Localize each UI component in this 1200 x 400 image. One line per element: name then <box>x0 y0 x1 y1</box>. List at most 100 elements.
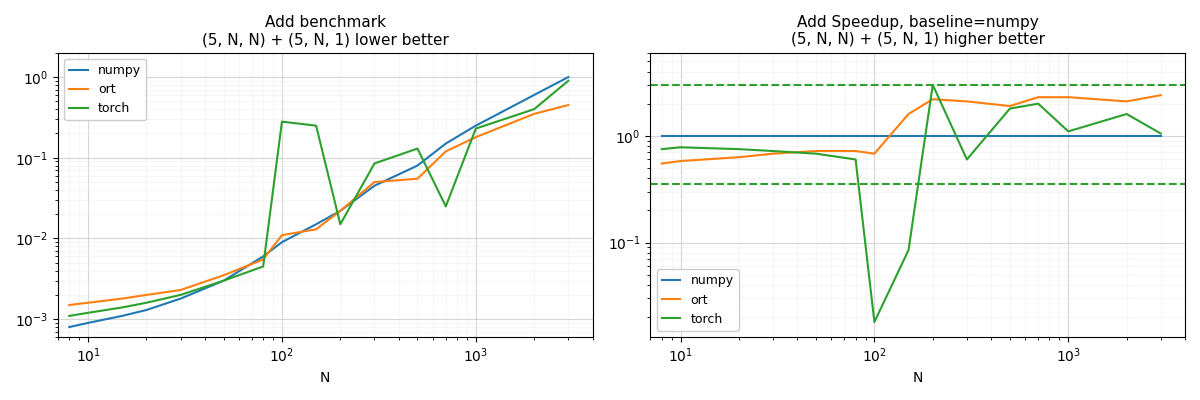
Title: Add Speedup, baseline=numpy
(5, N, N) + (5, N, 1) higher better: Add Speedup, baseline=numpy (5, N, N) + … <box>791 15 1045 47</box>
ort <box>562 103 576 108</box>
ort <box>256 257 270 262</box>
torch <box>960 157 974 162</box>
X-axis label: N: N <box>912 371 923 385</box>
torch <box>562 78 576 83</box>
numpy <box>256 254 270 259</box>
numpy <box>960 133 974 138</box>
torch <box>732 147 746 152</box>
numpy <box>62 325 77 330</box>
numpy <box>901 133 916 138</box>
numpy <box>410 163 425 168</box>
ort <box>766 151 780 156</box>
numpy <box>848 133 863 138</box>
torch <box>654 147 668 152</box>
torch <box>673 145 688 150</box>
torch <box>1031 101 1045 106</box>
numpy <box>527 92 541 97</box>
numpy <box>562 75 576 80</box>
torch <box>367 161 382 166</box>
ort <box>1003 104 1018 108</box>
torch <box>216 278 230 283</box>
torch <box>469 126 484 131</box>
ort <box>527 112 541 116</box>
numpy <box>216 278 230 283</box>
ort <box>115 296 130 301</box>
numpy <box>673 133 688 138</box>
torch <box>925 82 940 87</box>
X-axis label: N: N <box>320 371 330 385</box>
Legend: numpy, ort, torch: numpy, ort, torch <box>656 269 738 331</box>
ort <box>732 155 746 160</box>
Line: numpy: numpy <box>70 77 569 327</box>
ort <box>334 208 348 213</box>
ort <box>809 149 823 154</box>
ort <box>868 151 882 156</box>
torch <box>1120 112 1134 116</box>
Line: ort: ort <box>661 95 1160 164</box>
numpy <box>809 133 823 138</box>
ort <box>469 135 484 140</box>
torch <box>173 292 187 297</box>
ort <box>438 149 452 154</box>
numpy <box>766 133 780 138</box>
ort <box>960 99 974 104</box>
numpy <box>1120 133 1134 138</box>
ort <box>1120 99 1134 104</box>
ort <box>1031 95 1045 100</box>
torch <box>868 320 882 324</box>
numpy <box>654 133 668 138</box>
ort <box>275 233 289 238</box>
ort <box>62 302 77 307</box>
ort <box>367 180 382 184</box>
numpy <box>80 320 95 325</box>
torch <box>1003 106 1018 111</box>
Line: ort: ort <box>70 105 569 305</box>
numpy <box>469 123 484 128</box>
numpy <box>367 183 382 188</box>
torch <box>848 157 863 162</box>
ort <box>139 292 154 297</box>
numpy <box>173 296 187 301</box>
ort <box>673 159 688 164</box>
numpy <box>438 141 452 146</box>
torch <box>1061 129 1075 134</box>
numpy <box>732 133 746 138</box>
ort <box>1153 93 1168 98</box>
Line: torch: torch <box>661 85 1160 322</box>
torch <box>410 146 425 151</box>
torch <box>438 204 452 209</box>
torch <box>80 310 95 315</box>
torch <box>901 248 916 252</box>
ort <box>925 97 940 102</box>
numpy <box>925 133 940 138</box>
torch <box>62 314 77 318</box>
numpy <box>275 240 289 244</box>
ort <box>901 112 916 116</box>
ort <box>654 161 668 166</box>
ort <box>1061 95 1075 100</box>
torch <box>334 222 348 227</box>
Title: Add benchmark
(5, N, N) + (5, N, 1) lower better: Add benchmark (5, N, N) + (5, N, 1) lowe… <box>202 15 449 47</box>
numpy <box>868 133 882 138</box>
torch <box>809 151 823 156</box>
Legend: numpy, ort, torch: numpy, ort, torch <box>65 59 146 120</box>
torch <box>139 300 154 305</box>
numpy <box>1003 133 1018 138</box>
ort <box>173 288 187 292</box>
numpy <box>1153 133 1168 138</box>
numpy <box>308 222 323 227</box>
ort <box>308 227 323 232</box>
torch <box>308 123 323 128</box>
ort <box>410 176 425 181</box>
torch <box>275 119 289 124</box>
torch <box>115 305 130 310</box>
Line: torch: torch <box>70 81 569 316</box>
numpy <box>1031 133 1045 138</box>
torch <box>527 107 541 112</box>
torch <box>256 264 270 269</box>
numpy <box>115 314 130 318</box>
ort <box>80 300 95 305</box>
numpy <box>139 308 154 312</box>
torch <box>1153 131 1168 136</box>
numpy <box>334 208 348 213</box>
